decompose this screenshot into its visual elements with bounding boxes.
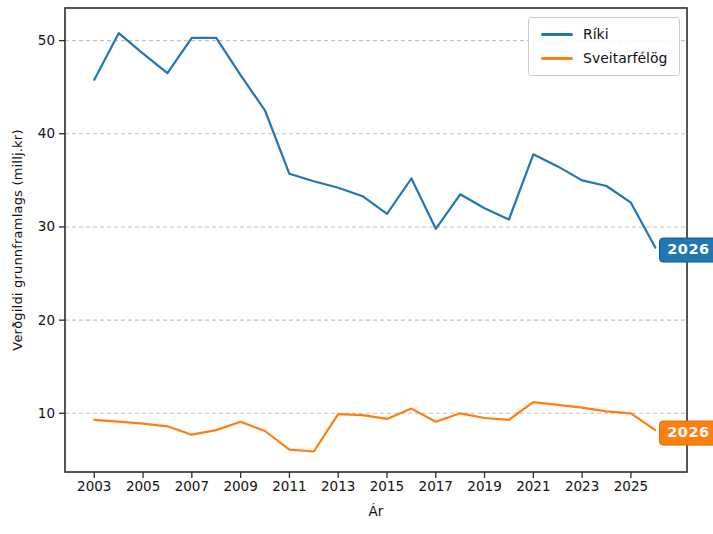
y-tick-label: 10 xyxy=(38,405,55,421)
legend-swatch-riki xyxy=(541,33,573,36)
x-tick-label: 2009 xyxy=(223,478,257,494)
legend-item-riki: Ríki xyxy=(541,26,669,42)
line-chart-canvas: 2003 2005 2007 2009 2011 2013 2015 2017 2019 2021… xyxy=(0,0,713,534)
series-line-sveitarfélög xyxy=(94,402,655,451)
x-tick-label: 2023 xyxy=(565,478,599,494)
y-tick-label: 50 xyxy=(38,32,55,48)
x-tick-label: 2005 xyxy=(126,478,160,494)
y-tick-label: 30 xyxy=(38,218,55,234)
x-tick-label: 2013 xyxy=(321,478,355,494)
x-axis-label: Ár xyxy=(369,503,384,519)
x-tick-label: 2007 xyxy=(175,478,209,494)
legend-label-sveitarfelog: Sveitarfélög xyxy=(583,50,667,66)
y-axis-label: Verðgildi grunnframlags (millj.kr) xyxy=(10,129,25,350)
x-tick-label: 2019 xyxy=(467,478,501,494)
legend-label-riki: Ríki xyxy=(583,26,609,42)
chart-figure: 2003 2005 2007 2009 2011 2013 2015 2017 2019 2021… xyxy=(0,0,713,534)
x-tick-label: 2017 xyxy=(419,478,453,494)
legend: Ríki Sveitarfélög xyxy=(528,17,680,76)
x-tick-label: 2021 xyxy=(516,478,550,494)
end-label-riki: 2026 xyxy=(659,238,713,263)
plot-border xyxy=(65,8,687,472)
y-tick-label: 20 xyxy=(38,312,55,328)
end-label-sveitarfelog: 2026 xyxy=(659,421,713,446)
x-tick-label: 2015 xyxy=(370,478,404,494)
x-tick-label: 2003 xyxy=(77,478,111,494)
legend-item-sveitarfelog: Sveitarfélög xyxy=(541,50,669,66)
x-tick-label: 2025 xyxy=(614,478,648,494)
y-tick-label: 40 xyxy=(38,125,55,141)
x-tick-label: 2011 xyxy=(272,478,306,494)
legend-swatch-sveitarfelog xyxy=(541,57,573,60)
